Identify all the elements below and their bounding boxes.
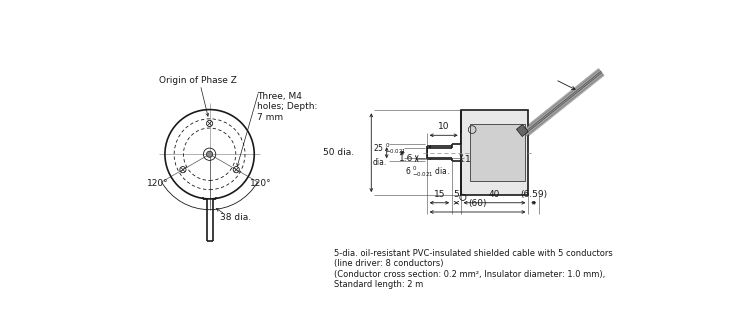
Text: 10: 10 (438, 122, 449, 131)
Text: Three, M4
holes; Depth:
7 mm: Three, M4 holes; Depth: 7 mm (257, 92, 318, 122)
Text: (60): (60) (468, 199, 487, 208)
Bar (517, 125, 528, 136)
Text: 120°: 120° (251, 179, 272, 188)
Text: 38 dia.: 38 dia. (220, 213, 251, 222)
Bar (470, 124, 524, 181)
Text: 40: 40 (489, 190, 500, 199)
Text: 15: 15 (433, 190, 445, 199)
Text: 5: 5 (454, 190, 459, 199)
Bar (460, 110, 528, 195)
Text: 1: 1 (464, 155, 470, 164)
Text: 120°: 120° (147, 179, 169, 188)
Text: $25\ ^{0}_{-0.021}$
dia.: $25\ ^{0}_{-0.021}$ dia. (373, 142, 406, 167)
Circle shape (206, 151, 213, 157)
Text: Origin of Phase Z: Origin of Phase Z (159, 76, 237, 85)
Text: (6.59): (6.59) (520, 190, 548, 199)
Text: 5-dia. oil-resistant PVC-insulated shielded cable with 5 conductors
(line driver: 5-dia. oil-resistant PVC-insulated shiel… (334, 249, 613, 289)
Text: $6\ ^{0}_{-0.021}$ dia.: $6\ ^{0}_{-0.021}$ dia. (405, 164, 450, 179)
Text: 1.6: 1.6 (399, 154, 414, 163)
Text: 50 dia.: 50 dia. (323, 148, 354, 157)
